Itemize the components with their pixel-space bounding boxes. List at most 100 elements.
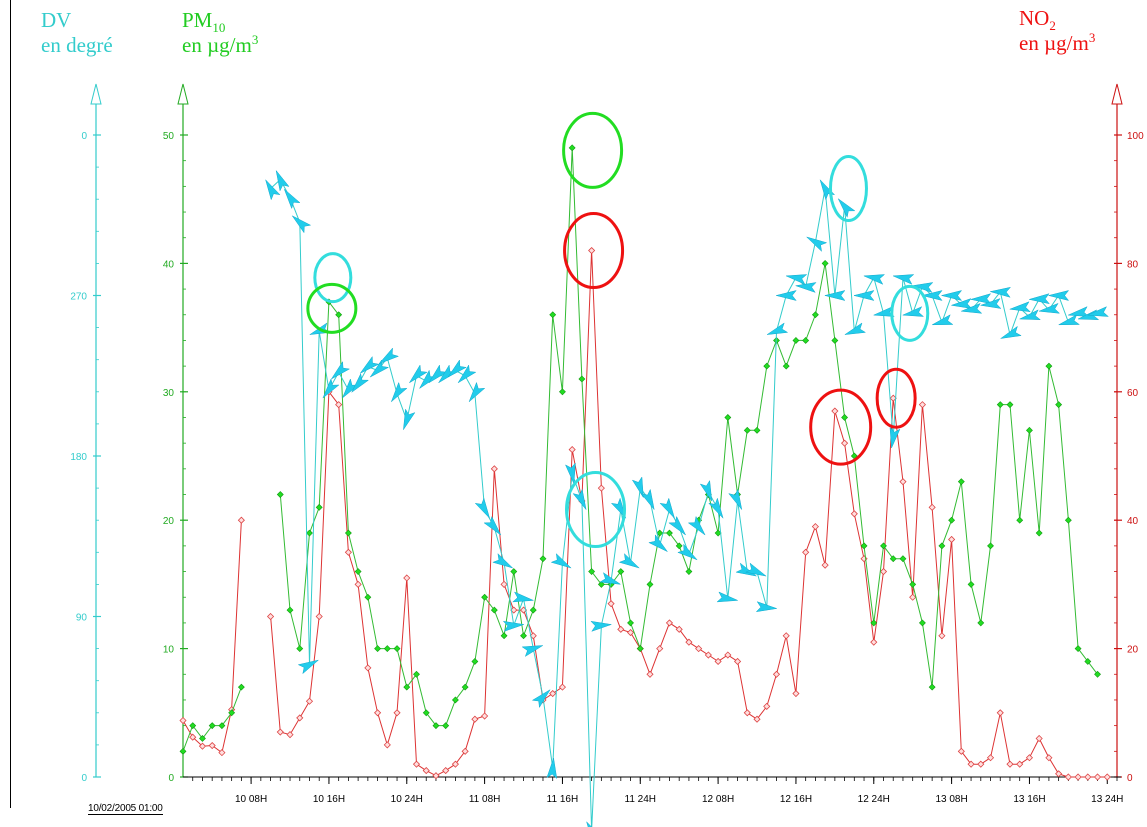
dv-arrow-marker xyxy=(550,553,572,569)
no2-point xyxy=(286,731,294,739)
pm10-highlight-ellipse xyxy=(562,111,624,189)
pm10-point xyxy=(344,529,352,537)
dv-arrow-marker xyxy=(586,821,592,827)
pm10-point xyxy=(189,722,197,730)
no2-point xyxy=(1084,773,1092,781)
pm10-point xyxy=(1016,516,1024,524)
pm10-point xyxy=(967,580,975,588)
dv-arrow-marker xyxy=(837,198,856,218)
no2-point xyxy=(510,606,518,614)
no2-axis-tick-label: 80 xyxy=(1127,259,1139,270)
no2-point xyxy=(1103,773,1111,781)
no2-point xyxy=(918,401,926,409)
pm10-point xyxy=(510,568,518,575)
dv-arrow-marker xyxy=(391,381,408,402)
no2-point xyxy=(802,548,810,556)
no2-point xyxy=(753,715,761,723)
no2-point xyxy=(646,670,654,678)
no2-axis-arrow xyxy=(1111,83,1123,105)
no2-point xyxy=(938,632,946,640)
pm10-point xyxy=(422,709,430,717)
dv-arrow-marker xyxy=(687,515,706,536)
pm10-point xyxy=(685,568,693,575)
pm10-point xyxy=(276,491,284,498)
pm10-point xyxy=(743,426,751,434)
dv-arrow-marker xyxy=(512,591,534,603)
pm10-point xyxy=(617,568,625,575)
dv-arrow-marker xyxy=(863,274,886,285)
dv-arrow-marker xyxy=(1068,306,1090,317)
dv-title: DV xyxy=(41,8,72,32)
dv-arrow-marker xyxy=(297,659,319,675)
no2-point xyxy=(772,670,781,678)
x-axis-tick-label: 12 16H xyxy=(780,794,812,805)
dv-arrow-marker xyxy=(572,488,587,510)
pm10-point xyxy=(578,375,586,383)
dv-arrow-marker xyxy=(1019,309,1042,320)
dv-axis-header: DV en degré xyxy=(41,8,113,58)
pm10-point xyxy=(957,478,965,486)
dv-arrow-marker xyxy=(521,645,543,658)
no2-point xyxy=(1035,734,1043,743)
dv-arrow-marker xyxy=(699,479,713,502)
no2-point xyxy=(471,715,479,723)
no2-series-line xyxy=(270,250,1108,778)
pm10-point xyxy=(432,722,440,730)
pm10-point xyxy=(208,722,216,730)
pm10-axis-header: PM10 en µg/m3 xyxy=(182,8,258,58)
x-axis-tick-label: 13 24H xyxy=(1091,794,1123,805)
pm10-axis-tick-label: 40 xyxy=(163,259,175,270)
no2-point xyxy=(967,760,975,768)
dv-arrow-marker xyxy=(785,274,808,285)
no2-point xyxy=(374,709,382,717)
pm10-point xyxy=(870,619,878,627)
dv-arrow-marker xyxy=(716,591,738,603)
no2-axis-tick-label: 60 xyxy=(1127,388,1139,399)
pm10-point xyxy=(500,632,508,640)
pm10-point xyxy=(490,606,498,614)
pm10-point xyxy=(461,683,469,691)
pm10-point xyxy=(179,747,187,755)
dv-highlight-ellipse xyxy=(828,155,868,222)
pm10-title: PM10 xyxy=(182,8,226,36)
pm10-point xyxy=(597,580,605,588)
pm10-point xyxy=(724,414,732,421)
no2-point xyxy=(266,612,275,621)
no2-point xyxy=(1006,760,1014,768)
dv-arrow-marker xyxy=(531,689,551,709)
dv-arrow-marker xyxy=(1087,306,1110,317)
no2-point xyxy=(782,632,790,640)
no2-point xyxy=(831,407,839,415)
pm10-point xyxy=(627,619,634,627)
dv-arrow-marker xyxy=(457,364,477,384)
pm10-point xyxy=(763,362,771,370)
dv-arrow-marker xyxy=(618,553,640,569)
dv-arrow-marker xyxy=(474,497,490,519)
dv-arrow-marker xyxy=(902,306,925,317)
no2-point xyxy=(588,246,596,255)
dv-arrow-marker xyxy=(610,497,627,519)
no2-point xyxy=(733,657,742,666)
dv-arrow-marker xyxy=(492,553,513,569)
pm10-point xyxy=(666,529,673,537)
no2-point xyxy=(656,645,664,653)
dv-arrow-marker xyxy=(564,462,576,484)
pm10-point xyxy=(442,722,450,730)
pm10-point xyxy=(529,606,537,614)
pm10-axis-tick-label: 20 xyxy=(163,516,175,527)
no2-point xyxy=(675,625,683,633)
pm10-point xyxy=(977,619,985,627)
x-axis-tick-label: 13 08H xyxy=(935,794,967,805)
dv-arrow-marker xyxy=(853,290,875,301)
pm10-point xyxy=(646,580,654,588)
pm10-point xyxy=(782,362,790,370)
dv-arrow-marker xyxy=(403,408,416,430)
no2-point xyxy=(704,651,712,659)
pm10-point xyxy=(1064,516,1072,524)
pm10-point xyxy=(792,337,800,344)
pm10-point xyxy=(753,426,761,434)
pm10-point xyxy=(948,516,956,524)
pm10-point xyxy=(1094,670,1101,678)
pm10-axis-tick-label: 0 xyxy=(168,773,174,784)
no2-point xyxy=(860,555,868,563)
